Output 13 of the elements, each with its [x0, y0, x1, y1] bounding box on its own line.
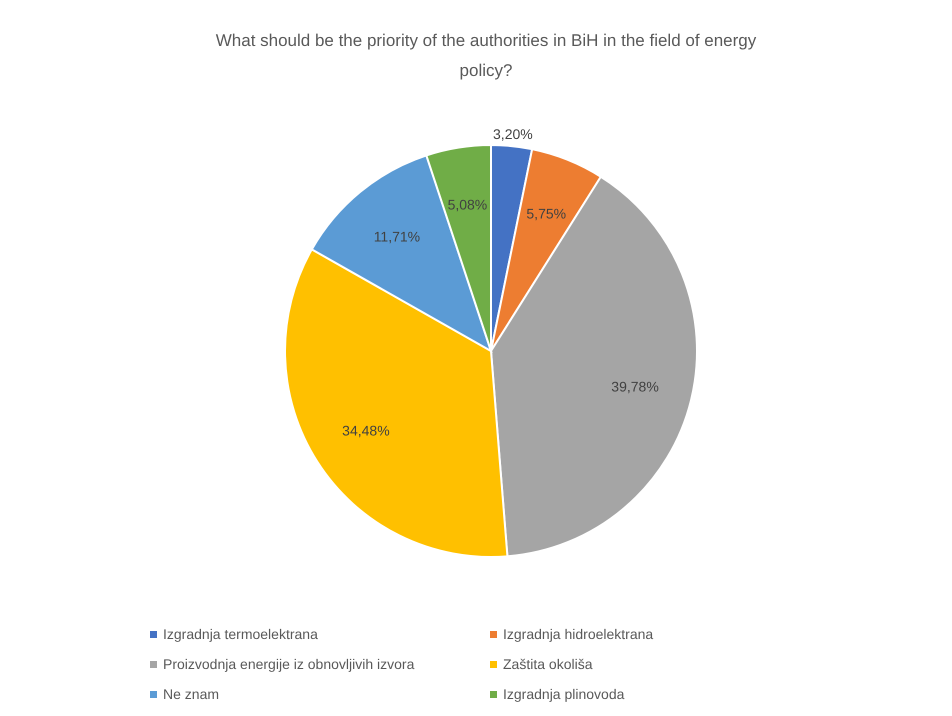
legend-label: Proizvodnja energije iz obnovljivih izvora — [163, 656, 414, 672]
chart-title: What should be the priority of the authorities in BiH in the field of energy policy? — [214, 30, 758, 82]
data-label: 11,71% — [374, 228, 420, 244]
data-label: 34,48% — [342, 422, 390, 439]
legend-label: Zaštita okoliša — [503, 656, 592, 672]
data-label: 5,08% — [448, 196, 488, 213]
data-label: 39,78% — [611, 378, 659, 394]
data-label: 3,20% — [493, 126, 533, 142]
data-label: 5,75% — [526, 205, 566, 222]
legend-label: Izgradnja termoelektrana — [163, 626, 318, 642]
legend-label: Izgradnja hidroelektrana — [503, 626, 654, 642]
legend-label: Ne znam — [163, 686, 220, 702]
legend-label: Izgradnja plinovoda — [503, 686, 624, 702]
